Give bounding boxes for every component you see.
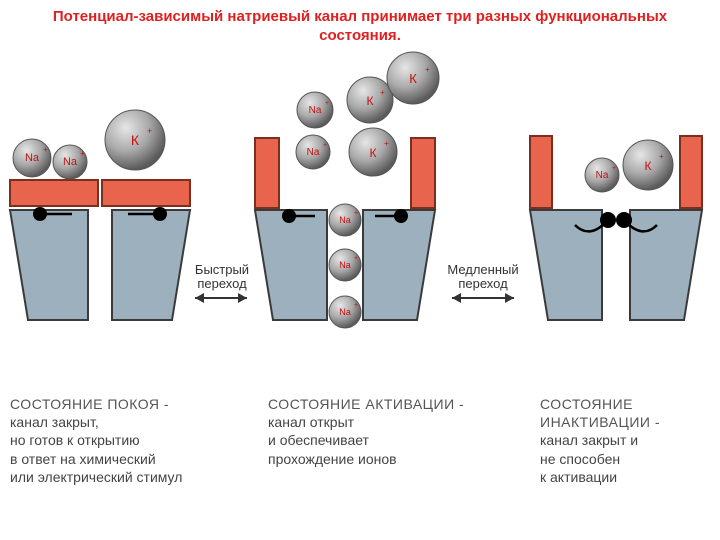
svg-text:+: +: [354, 302, 358, 309]
ion-k-mid: К+: [349, 128, 397, 176]
ion-na-1: Na+: [585, 158, 619, 192]
svg-text:Na: Na: [309, 105, 322, 116]
ion-na-ch1: Na+: [329, 204, 361, 236]
membrane-left: [255, 210, 327, 320]
flap-right: [411, 138, 435, 208]
svg-text:К: К: [370, 146, 377, 160]
svg-text:Na: Na: [63, 156, 78, 168]
membrane-left: [10, 210, 88, 320]
caption-inact: СОСТОЯНИЕ ИНАКТИВАЦИИ - канал закрыт ине…: [540, 395, 710, 486]
ion-k-1: К+: [105, 110, 165, 170]
flap-left: [530, 136, 552, 208]
ion-na-1: Na+: [13, 139, 51, 177]
svg-text:Na: Na: [339, 260, 351, 270]
svg-text:+: +: [354, 255, 358, 262]
caption-rest: СОСТОЯНИЕ ПОКОЯ - канал закрыт,но готов …: [10, 395, 220, 486]
flap-right: [102, 180, 190, 206]
caption-inact-head: СОСТОЯНИЕ ИНАКТИВАЦИИ -: [540, 396, 660, 430]
svg-text:+: +: [354, 210, 358, 217]
flap-left: [255, 138, 279, 208]
svg-text:+: +: [425, 65, 430, 74]
caption-rest-head: СОСТОЯНИЕ ПОКОЯ -: [10, 396, 169, 412]
ion-na-top1: Na+: [297, 92, 333, 128]
ion-na-2: Na+: [53, 145, 87, 179]
ion-na-top2: Na+: [296, 135, 330, 169]
svg-text:К: К: [367, 94, 374, 108]
svg-text:+: +: [325, 100, 329, 107]
svg-text:+: +: [147, 126, 152, 136]
svg-text:+: +: [80, 149, 85, 158]
ion-na-ch2: Na+: [329, 249, 361, 281]
svg-text:Na: Na: [339, 307, 351, 317]
membrane-right: [363, 210, 435, 320]
caption-act-head: СОСТОЯНИЕ АКТИВАЦИИ -: [268, 396, 464, 412]
svg-text:+: +: [323, 142, 327, 149]
svg-text:Na: Na: [25, 152, 40, 164]
ion-k-top1: К+: [347, 77, 393, 123]
arrow-label-left: Быстрыйпереход: [189, 263, 255, 292]
svg-text:Na: Na: [339, 215, 351, 225]
panel-rest: Na+ Na+ К+: [10, 110, 190, 320]
flap-left: [10, 180, 98, 206]
ion-na-ch3: Na+: [329, 296, 361, 328]
arrow-right: [452, 293, 514, 303]
svg-text:+: +: [384, 139, 389, 148]
panel-inact: Na+ К+: [530, 136, 702, 320]
membrane-right: [112, 210, 190, 320]
ion-k-top2: К+: [387, 52, 439, 104]
arrow-label-right: Медленныйпереход: [440, 263, 526, 292]
caption-inact-body: канал закрыт ине способенк активации: [540, 432, 638, 484]
panel-act: Na+ К+ К+ Na+ К+ Na+ Na+ Na+: [255, 52, 439, 328]
svg-text:К: К: [409, 71, 417, 86]
ion-k-1: К+: [623, 140, 673, 190]
flap-right: [680, 136, 702, 208]
membrane-left: [530, 210, 602, 320]
svg-text:Na: Na: [307, 147, 320, 158]
svg-text:К: К: [645, 159, 652, 173]
arrow-left: [195, 293, 247, 303]
membrane-right: [630, 210, 702, 320]
caption-act-body: канал открыти обеспечиваетпрохождение ио…: [268, 414, 397, 466]
svg-text:+: +: [43, 145, 48, 154]
svg-text:+: +: [612, 165, 616, 172]
svg-text:+: +: [659, 152, 664, 161]
caption-rest-body: канал закрыт,но готов к открытиюв ответ …: [10, 414, 182, 485]
svg-text:Na: Na: [596, 170, 609, 181]
svg-text:К: К: [131, 132, 140, 148]
svg-text:+: +: [380, 88, 385, 97]
caption-act: СОСТОЯНИЕ АКТИВАЦИИ - канал открыти обес…: [268, 395, 478, 468]
